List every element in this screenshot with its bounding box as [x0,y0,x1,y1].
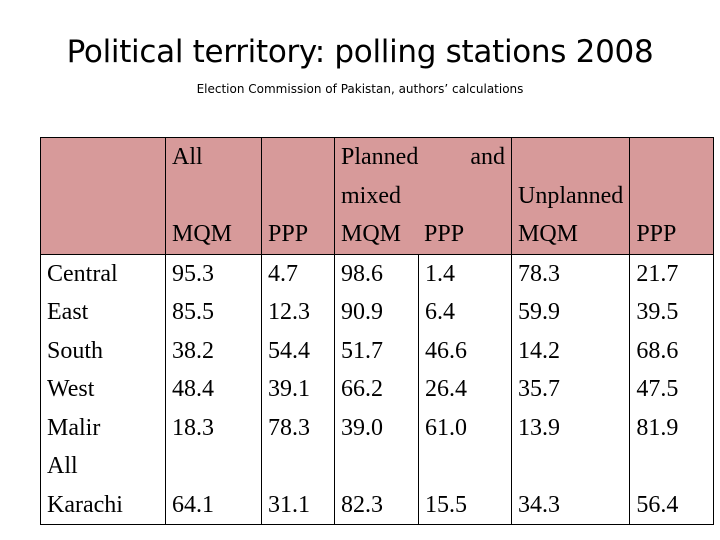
table-cell: 95.3 [172,260,214,287]
all-ppp-header: PPP [261,137,335,255]
row-label-west: West [47,376,95,402]
table-cell: 78.3 [518,260,560,287]
table-cell: 39.0 [341,414,383,441]
planned-subheaders: MQM PPP [341,215,505,254]
table-cell: 47.5 [636,376,679,402]
all-group-label: All [172,144,203,170]
table-cell: 14.2 [518,337,560,364]
row-label-all-karachi-2: Karachi [47,491,123,518]
table-cell: 78.3 [268,414,310,441]
table-cell: 21.7 [636,260,679,287]
table-row: Central East South West Malir All Karach… [40,253,715,525]
subheader-unplanned-ppp: PPP [636,221,677,247]
unplanned-ppp-header: PPP [629,137,715,255]
column-all-ppp: 4.7 12.3 54.4 39.1 78.3 31.1 [261,253,335,525]
subheader-all-ppp: PPP [268,221,309,247]
total-cell: 31.1 [268,491,310,518]
table-cell: 35.7 [518,376,560,402]
all-group-header: All MQM [165,137,262,255]
subheader-all-mqm: MQM [172,221,233,247]
planned-group-header: Planned and mixed MQM PPP [334,137,512,255]
column-unplanned-mqm: 78.3 59.9 14.2 35.7 13.9 34.3 [510,253,631,525]
column-planned-ppp: 1.4 6.4 46.6 26.4 61.0 15.5 [418,253,512,525]
total-cell: 56.4 [636,491,679,518]
table-cell: 6.4 [425,299,455,325]
table-cell: 61.0 [425,414,467,441]
column-unplanned-ppp: 21.7 39.5 68.6 47.5 81.9 56.4 [629,253,715,525]
planned-group-label-line2: mixed [341,182,401,209]
total-cell: 34.3 [518,491,560,518]
row-label-east: East [47,299,89,325]
table-cell: 26.4 [425,376,467,402]
total-cell: 64.1 [172,491,214,518]
table-cell: 98.6 [341,260,383,287]
region-labels-cell: Central East South West Malir All Karach… [40,253,166,525]
planned-word: Planned [341,144,419,170]
and-word: and [470,144,505,170]
table-cell: 39.1 [268,376,310,402]
row-label-malir: Malir [47,414,101,441]
column-all-mqm: 95.3 85.5 38.2 48.4 18.3 64.1 [165,253,262,525]
table-cell: 68.6 [636,337,679,364]
table-cell: 46.6 [425,337,467,364]
total-cell: 15.5 [425,491,467,518]
row-label-central: Central [47,260,118,287]
table-cell: 51.7 [341,337,383,364]
row-label-south: South [47,337,104,364]
unplanned-group-header: Unplanned MQM [510,137,631,255]
table-cell: 59.9 [518,299,560,325]
table-cell: 1.4 [425,260,455,287]
column-planned-mqm: 98.6 90.9 51.7 66.2 39.0 82.3 [334,253,419,525]
row-label-all-karachi-1: All [47,453,78,479]
table-cell: 39.5 [636,299,679,325]
table-cell: 54.4 [268,337,310,364]
subheader-planned-mqm: MQM [341,221,402,247]
table-cell: 85.5 [172,299,214,325]
table-cell: 12.3 [268,299,310,325]
polling-stations-table: All MQM PPP Planned and mixed MQM PPP Un… [40,137,715,525]
table-cell: 48.4 [172,376,214,402]
planned-group-label-line1: Planned and [341,138,505,177]
table-cell: 13.9 [518,414,560,441]
table-cell: 81.9 [636,414,679,441]
table-cell: 66.2 [341,376,383,402]
subheader-planned-ppp: PPP [424,221,465,247]
unplanned-group-label: Unplanned [518,182,624,209]
slide-subtitle: Election Commission of Pakistan, authors… [196,82,524,96]
table-cell: 38.2 [172,337,214,364]
region-header-cell [40,137,166,255]
table-cell: 4.7 [268,260,298,287]
total-cell: 82.3 [341,491,383,518]
slide-title: Political territory: polling stations 20… [66,34,654,70]
table-cell: 18.3 [172,414,214,441]
table-cell: 90.9 [341,299,383,325]
subheader-unplanned-mqm: MQM [518,221,579,247]
table-header-row: All MQM PPP Planned and mixed MQM PPP Un… [40,137,715,255]
